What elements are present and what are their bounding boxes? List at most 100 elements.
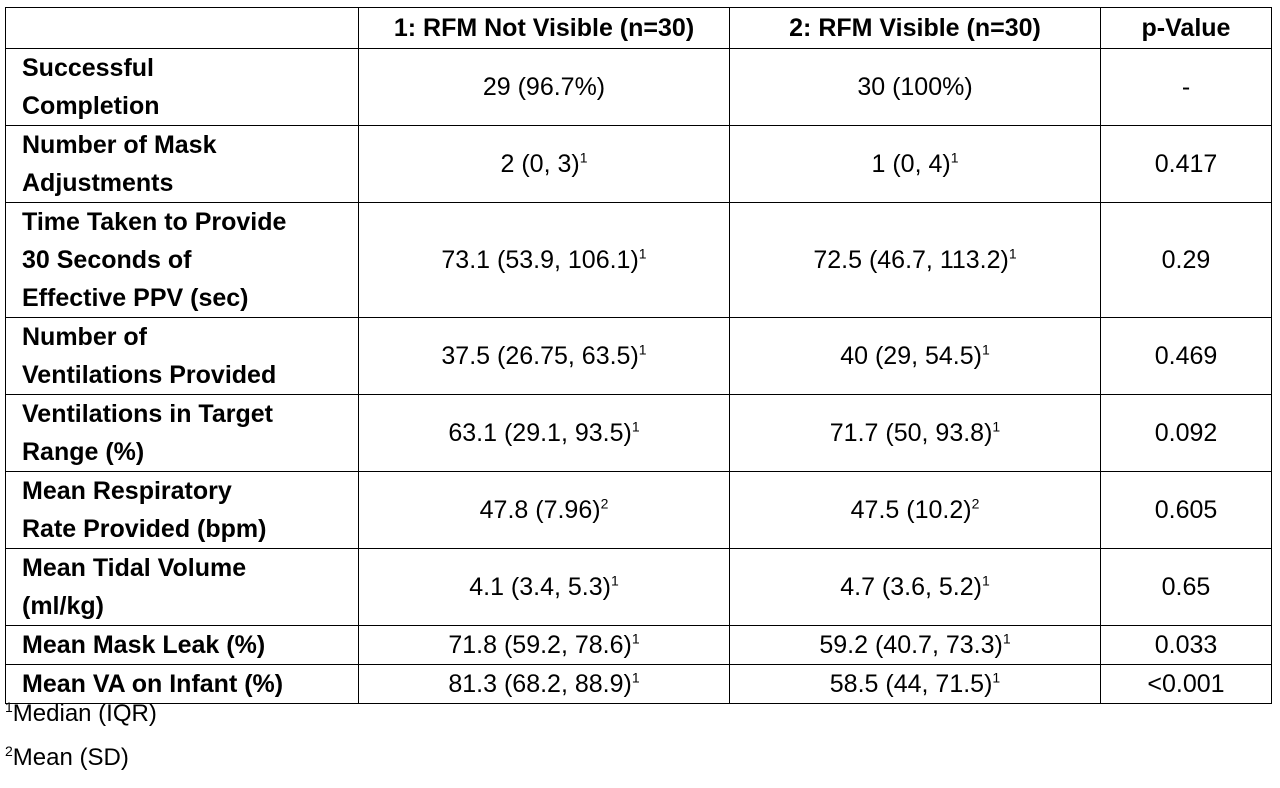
group1-value: 29 (96.7%) <box>482 73 606 101</box>
footnote: 2Mean (SD) <box>5 744 157 772</box>
table-row: Mean Tidal Volume (ml/kg) 4.1 (3.4, 5.3)1 4… <box>5 548 1272 626</box>
pvalue-cell: 0.417 <box>1100 125 1272 203</box>
footnote-marker: 1 <box>631 630 640 647</box>
table-body: Successful Completion 29 (96.7%) 30 (100%) -… <box>5 48 1272 704</box>
footnote-marker: 1 <box>981 341 990 358</box>
group1-value-cell: 2 (0, 3)1 <box>358 125 730 203</box>
group2-value: 47.5 (10.2) <box>850 496 972 524</box>
group1-value: 37.5 (26.75, 63.5) <box>441 342 639 370</box>
header-label-cell <box>5 7 359 49</box>
footnote-marker: 1 <box>631 669 640 686</box>
footnote-mark: 1 <box>5 699 13 715</box>
footnote-marker: 1 <box>638 341 647 358</box>
footnote-text: Median (IQR) <box>12 700 157 727</box>
group1-value: 2 (0, 3) <box>500 150 580 178</box>
row-label-line: Ventilations in Target <box>22 400 273 428</box>
group1-value-cell: 81.3 (68.2, 88.9)1 <box>358 664 730 704</box>
group2-value-cell: 72.5 (46.7, 113.2)1 <box>729 202 1101 318</box>
row-label-line: Effective PPV (sec) <box>22 284 249 312</box>
group2-value: 30 (100%) <box>857 73 973 101</box>
footnote-marker: 1 <box>1002 630 1011 647</box>
row-label-line: Number of <box>22 323 147 351</box>
pvalue-cell: 0.65 <box>1100 548 1272 626</box>
pvalue-cell: 0.29 <box>1100 202 1272 318</box>
row-label: Mean Mask Leak (%) <box>5 625 359 665</box>
footnote-marker: 2 <box>600 495 609 512</box>
footnote-marker: 1 <box>610 572 619 589</box>
group1-value: 73.1 (53.9, 106.1) <box>441 246 639 274</box>
group1-value: 4.1 (3.4, 5.3) <box>469 573 611 601</box>
table-row: Number of Mask Adjustments 2 (0, 3)1 1 (0, … <box>5 125 1272 203</box>
footnote-marker: 1 <box>1008 245 1017 262</box>
group2-value: 40 (29, 54.5) <box>840 342 982 370</box>
row-label: Successful Completion <box>5 48 359 126</box>
table-row: Time Taken to Provide 30 Seconds of Effect… <box>5 202 1272 318</box>
group2-value-cell: 47.5 (10.2)2 <box>729 471 1101 549</box>
group1-value-cell: 73.1 (53.9, 106.1)1 <box>358 202 730 318</box>
pvalue-cell: <0.001 <box>1100 664 1272 704</box>
footnote-marker: 1 <box>631 418 640 435</box>
header-pvalue: p-Value <box>1100 7 1272 49</box>
group1-value: 71.8 (59.2, 78.6) <box>448 631 632 659</box>
row-label-line: Mean Mask Leak (%) <box>22 631 266 659</box>
group2-value: 71.7 (50, 93.8) <box>829 419 993 447</box>
group2-value-cell: 71.7 (50, 93.8)1 <box>729 394 1101 472</box>
group1-value: 81.3 (68.2, 88.9) <box>448 670 632 698</box>
table-row: Mean Mask Leak (%) 71.8 (59.2, 78.6)1 59.2… <box>5 625 1272 665</box>
row-label-line: Adjustments <box>22 169 174 197</box>
group2-value: 58.5 (44, 71.5) <box>829 670 993 698</box>
row-label-line: (ml/kg) <box>22 592 104 620</box>
group2-value-cell: 58.5 (44, 71.5)1 <box>729 664 1101 704</box>
row-label: Mean Tidal Volume (ml/kg) <box>5 548 359 626</box>
footnote-marker: 1 <box>638 245 647 262</box>
group2-value: 59.2 (40.7, 73.3) <box>819 631 1003 659</box>
row-label-line: Mean Respiratory <box>22 477 232 505</box>
group1-value: 47.8 (7.96) <box>479 496 601 524</box>
results-table: 1: RFM Not Visible (n=30) 2: RFM Visible… <box>5 7 1272 704</box>
table-row: Number of Ventilations Provided 37.5 (26.7… <box>5 317 1272 395</box>
table-row: Mean Respiratory Rate Provided (bpm) 47.8 … <box>5 471 1272 549</box>
pvalue-cell: - <box>1100 48 1272 126</box>
row-label-line: Mean VA on Infant (%) <box>22 670 284 698</box>
row-label: Ventilations in Target Range (%) <box>5 394 359 472</box>
footnote-marker: 1 <box>981 572 990 589</box>
header-group2: 2: RFM Visible (n=30) <box>729 7 1101 49</box>
pvalue-cell: 0.033 <box>1100 625 1272 665</box>
row-label: Number of Mask Adjustments <box>5 125 359 203</box>
pvalue-cell: 0.092 <box>1100 394 1272 472</box>
row-label-line: 30 Seconds of <box>22 246 192 274</box>
footnote-marker: 1 <box>992 418 1001 435</box>
table-row: Mean VA on Infant (%) 81.3 (68.2, 88.9)1 5… <box>5 664 1272 704</box>
group2-value-cell: 1 (0, 4)1 <box>729 125 1101 203</box>
row-label-line: Number of Mask <box>22 131 217 159</box>
group1-value-cell: 29 (96.7%) <box>358 48 730 126</box>
table-header-row: 1: RFM Not Visible (n=30) 2: RFM Visible… <box>5 7 1272 49</box>
row-label: Time Taken to Provide 30 Seconds of Effect… <box>5 202 359 318</box>
group2-value: 72.5 (46.7, 113.2) <box>813 246 1009 274</box>
group2-value: 1 (0, 4) <box>871 150 951 178</box>
row-label-line: Range (%) <box>22 438 145 466</box>
table-row: Ventilations in Target Range (%) 63.1 (29.… <box>5 394 1272 472</box>
group1-value-cell: 37.5 (26.75, 63.5)1 <box>358 317 730 395</box>
row-label-line: Ventilations Provided <box>22 361 277 389</box>
table-row: Successful Completion 29 (96.7%) 30 (100%) - <box>5 48 1272 126</box>
group1-value-cell: 4.1 (3.4, 5.3)1 <box>358 548 730 626</box>
group1-value-cell: 63.1 (29.1, 93.5)1 <box>358 394 730 472</box>
footnote-marker: 1 <box>579 149 588 166</box>
group2-value-cell: 30 (100%) <box>729 48 1101 126</box>
pvalue-cell: 0.605 <box>1100 471 1272 549</box>
row-label-line: Successful <box>22 54 155 82</box>
row-label: Mean Respiratory Rate Provided (bpm) <box>5 471 359 549</box>
footnote: 1Median (IQR) <box>5 700 157 728</box>
group2-value: 4.7 (3.6, 5.2) <box>840 573 982 601</box>
footnote-text: Mean (SD) <box>12 744 129 771</box>
row-label-line: Rate Provided (bpm) <box>22 515 267 543</box>
pvalue-cell: 0.469 <box>1100 317 1272 395</box>
group2-value-cell: 4.7 (3.6, 5.2)1 <box>729 548 1101 626</box>
row-label: Number of Ventilations Provided <box>5 317 359 395</box>
row-label-line: Mean Tidal Volume <box>22 554 247 582</box>
header-group1: 1: RFM Not Visible (n=30) <box>358 7 730 49</box>
group1-value-cell: 71.8 (59.2, 78.6)1 <box>358 625 730 665</box>
group1-value-cell: 47.8 (7.96)2 <box>358 471 730 549</box>
footnote-mark: 2 <box>5 743 13 759</box>
